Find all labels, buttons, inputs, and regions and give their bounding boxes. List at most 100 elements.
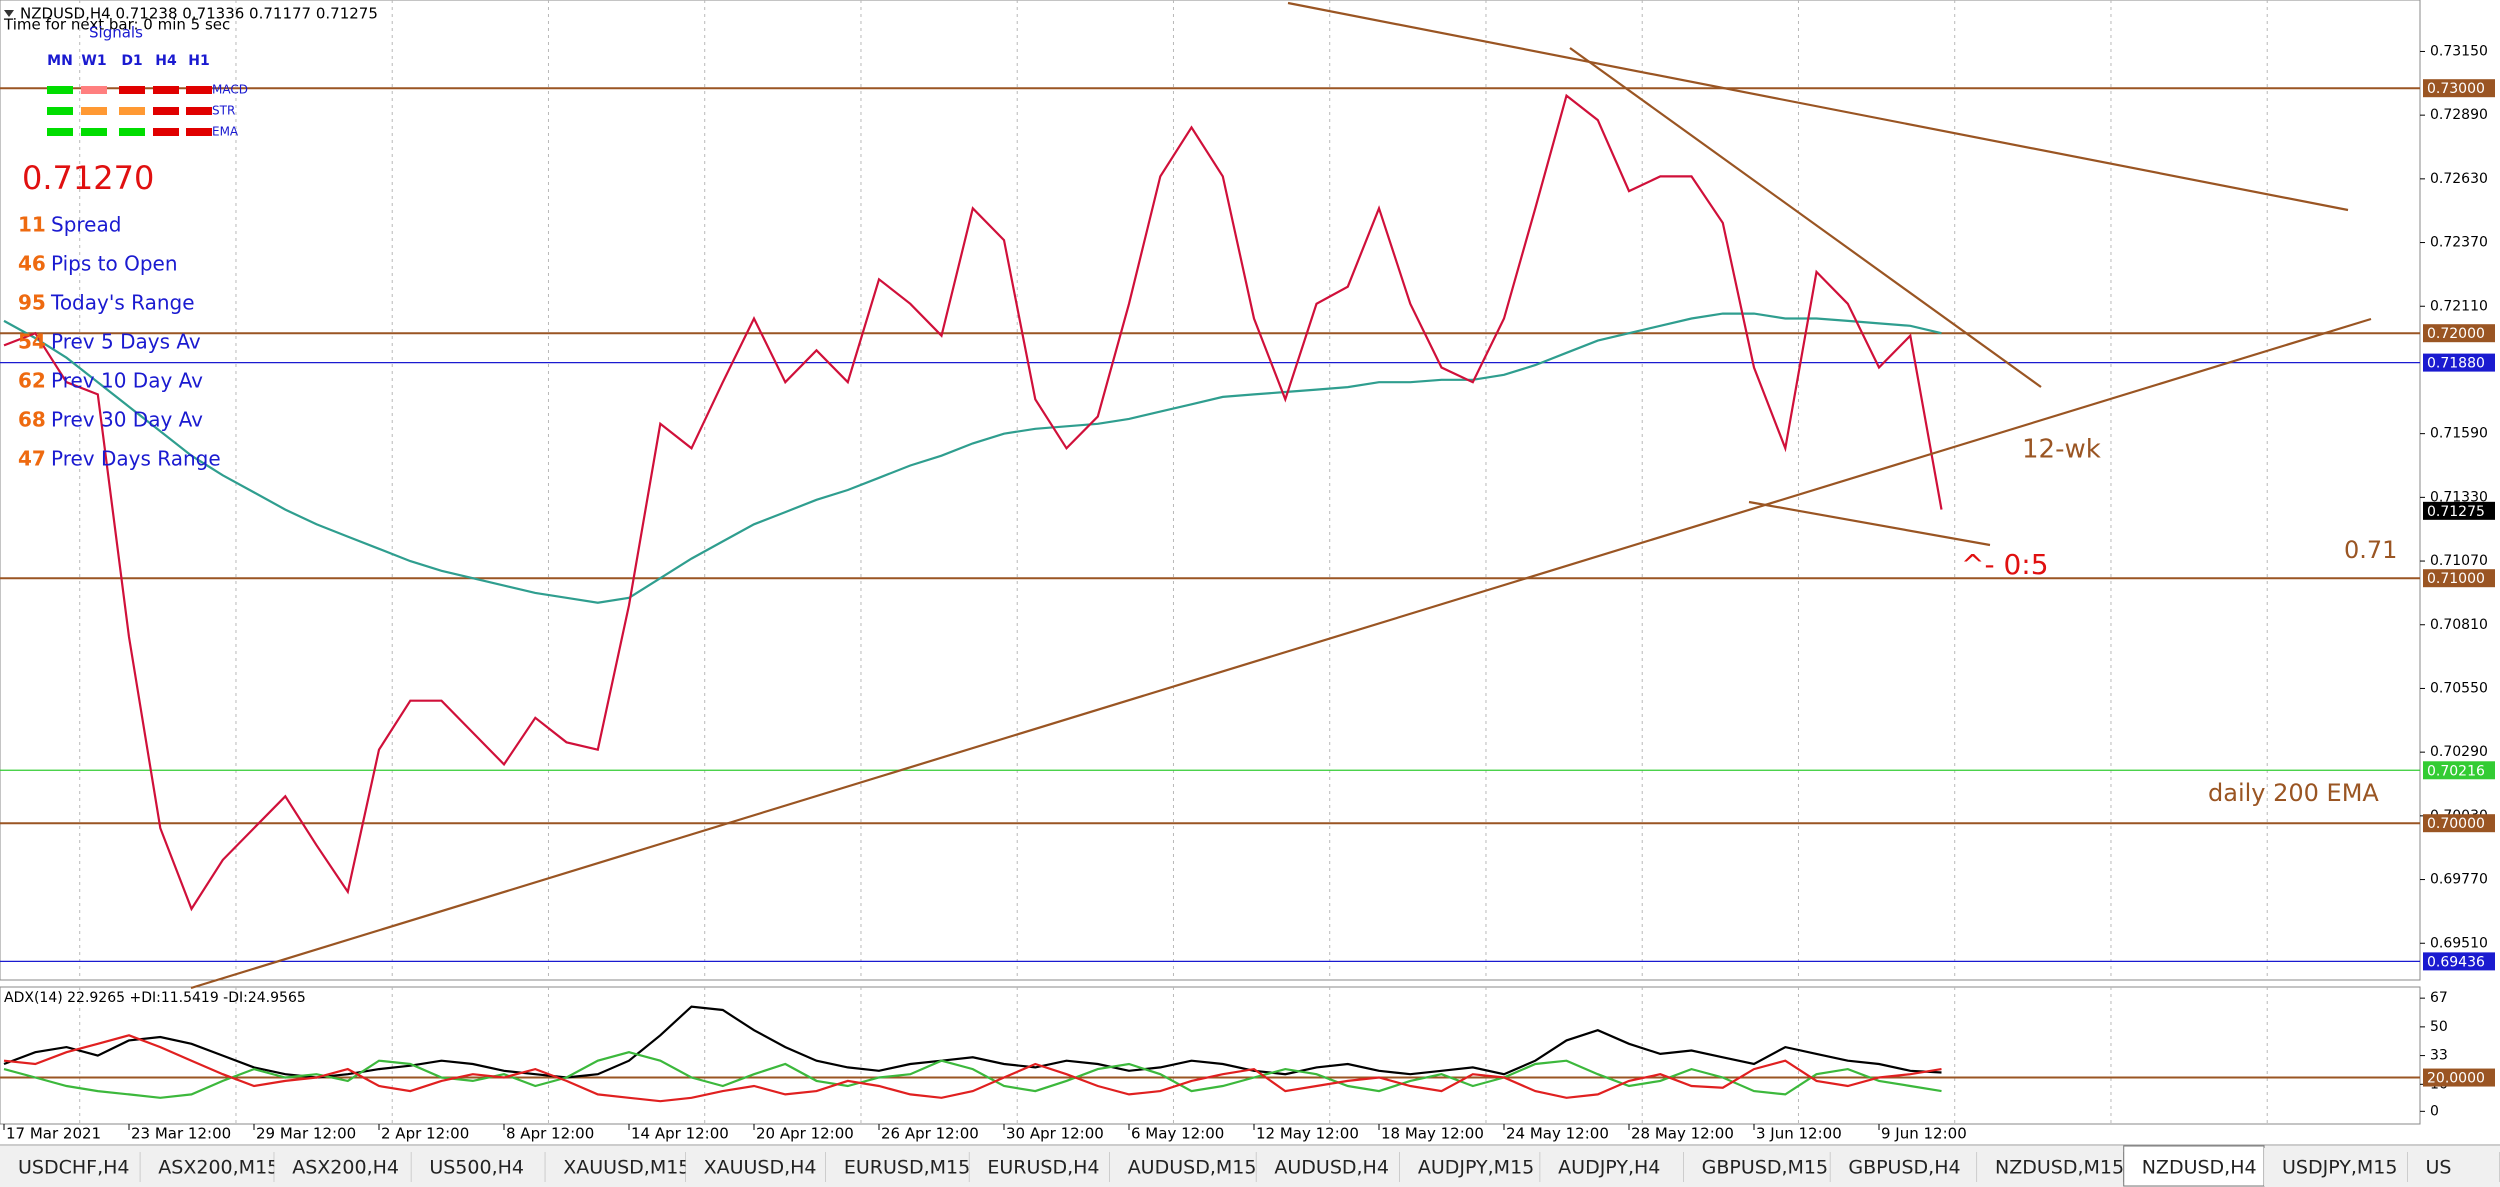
- tab-label[interactable]: USDCHF,H4: [18, 1157, 130, 1179]
- panel-label: Prev Days Range: [51, 447, 221, 471]
- indicator-label: EMA: [212, 125, 239, 139]
- annotation: 0.71: [2344, 536, 2397, 564]
- signal-cell: [186, 128, 212, 136]
- tab-label[interactable]: EURUSD,H4: [987, 1157, 1099, 1179]
- signal-cell: [153, 86, 179, 94]
- tab-label[interactable]: NZDUSD,H4: [2142, 1157, 2257, 1179]
- panel-value: 46: [18, 252, 46, 276]
- y-tick-label: 0.72630: [2430, 171, 2488, 187]
- tab[interactable]: [1399, 1148, 1541, 1186]
- panel-value: 54: [18, 330, 46, 354]
- signal-cell: [186, 86, 212, 94]
- level-label: 0.73000: [2427, 81, 2485, 97]
- tab-label[interactable]: AUDJPY,H4: [1558, 1157, 1660, 1179]
- tab[interactable]: [140, 1148, 275, 1186]
- tab-label[interactable]: ASX200,M15: [158, 1157, 279, 1179]
- tab-label[interactable]: AUDJPY,M15: [1418, 1157, 1534, 1179]
- annotation: ^- 0:5: [1961, 548, 2049, 581]
- tab[interactable]: [0, 1148, 141, 1186]
- signal-cell: [119, 128, 145, 136]
- tab-label[interactable]: USDJPY,M15: [2282, 1157, 2397, 1179]
- tab[interactable]: [274, 1148, 412, 1186]
- tab-label[interactable]: XAUUSD,H4: [704, 1157, 817, 1179]
- tab[interactable]: [825, 1148, 970, 1186]
- tab[interactable]: [545, 1148, 686, 1186]
- y-tick-label: 0.73150: [2430, 43, 2488, 59]
- level-label: 0.70000: [2427, 816, 2485, 832]
- y-tick-label: 0.69770: [2430, 872, 2488, 888]
- y-tick-label: 50: [2430, 1019, 2448, 1035]
- annotation: daily 200 EMA: [2208, 779, 2379, 807]
- trend-lines: [190, 1, 2372, 990]
- y-tick-label: 0.72110: [2430, 298, 2488, 314]
- tab-label[interactable]: XAUUSD,M15: [563, 1157, 690, 1179]
- x-tick-label: 30 Apr 12:00: [1006, 1125, 1104, 1143]
- timeframe-label: H1: [188, 53, 209, 69]
- x-tick-label: 6 May 12:00: [1131, 1125, 1224, 1143]
- tab-label[interactable]: AUDUSD,M15: [1128, 1157, 1257, 1179]
- level-box: [2423, 79, 2495, 98]
- tab[interactable]: [1830, 1148, 1978, 1186]
- tab[interactable]: [1256, 1148, 1400, 1186]
- timeframe-label: MN: [47, 53, 73, 69]
- main-plot-frame: [0, 0, 2421, 981]
- x-tick-label: 2 Apr 12:00: [381, 1125, 469, 1143]
- panel-label: Spread: [51, 213, 121, 237]
- tab[interactable]: [969, 1148, 1110, 1186]
- tab[interactable]: [1109, 1148, 1257, 1186]
- level-box: [2423, 501, 2495, 520]
- timeframe-label: H4: [155, 53, 177, 69]
- trend-line: [190, 317, 2372, 990]
- level-label: 0.71880: [2427, 356, 2485, 372]
- panel-value: 47: [18, 447, 46, 471]
- panel-label: Prev 5 Days Av: [51, 330, 201, 354]
- x-tick-label: 29 Mar 12:00: [256, 1125, 356, 1143]
- tab-label[interactable]: US500,H4: [429, 1157, 524, 1179]
- y-tick-label: 0: [2430, 1103, 2439, 1119]
- tab-label[interactable]: GBPUSD,M15: [1702, 1157, 1828, 1179]
- signal-cell: [153, 107, 179, 115]
- y-tick-label: 0.69510: [2430, 935, 2488, 951]
- series-line: [3, 1051, 1942, 1099]
- tab-label[interactable]: EURUSD,M15: [844, 1157, 970, 1179]
- bar-timer: Time for next bar: 0 min 5 sec: [3, 16, 230, 34]
- y-tick-label: 0.72370: [2430, 235, 2488, 251]
- signal-cell: [119, 86, 145, 94]
- tab[interactable]: [685, 1148, 826, 1186]
- x-tick-label: 17 Mar 2021: [6, 1125, 101, 1143]
- tab[interactable]: [1977, 1148, 2124, 1186]
- tab-label[interactable]: NZDUSD,M15: [1995, 1157, 2124, 1179]
- tab-label[interactable]: GBPUSD,H4: [1848, 1157, 1960, 1179]
- tab[interactable]: [411, 1148, 546, 1186]
- tab[interactable]: [2264, 1148, 2408, 1186]
- y-tick-label: 0.70550: [2430, 680, 2488, 696]
- collapse-icon[interactable]: [4, 10, 14, 17]
- panel-label: Pips to Open: [51, 252, 178, 276]
- panel-value: 68: [18, 408, 46, 432]
- tab[interactable]: [2407, 1148, 2500, 1186]
- x-tick-label: 8 Apr 12:00: [506, 1125, 594, 1143]
- tab-label[interactable]: ASX200,H4: [292, 1157, 399, 1179]
- signal-cell: [81, 128, 107, 136]
- panel-value: 95: [18, 291, 46, 315]
- signal-cell: [47, 86, 73, 94]
- signal-cell: [119, 107, 145, 115]
- x-tick-label: 12 May 12:00: [1256, 1125, 1359, 1143]
- level-label: 0.71275: [2427, 504, 2485, 520]
- tab-label[interactable]: AUDUSD,H4: [1274, 1157, 1389, 1179]
- panel-label: Prev 30 Day Av: [51, 408, 203, 432]
- y-tick-label: 0.71330: [2430, 489, 2488, 505]
- tab[interactable]: [1683, 1148, 1831, 1186]
- tab-label[interactable]: US: [2426, 1157, 2452, 1179]
- x-tick-label: 23 Mar 12:00: [131, 1125, 231, 1143]
- chart-title: NZDUSD,H4 0.71238 0.71336 0.71177 0.7127…: [20, 5, 378, 23]
- adx-plot-frame: [0, 986, 2421, 1125]
- signal-cell: [186, 107, 212, 115]
- signal-cell: [153, 128, 179, 136]
- x-tick-label: 9 Jun 12:00: [1881, 1125, 1967, 1143]
- series-line: [3, 312, 1942, 604]
- signal-cell: [47, 107, 73, 115]
- tab[interactable]: [1540, 1148, 1684, 1186]
- y-tick-label: 0.72890: [2430, 107, 2488, 123]
